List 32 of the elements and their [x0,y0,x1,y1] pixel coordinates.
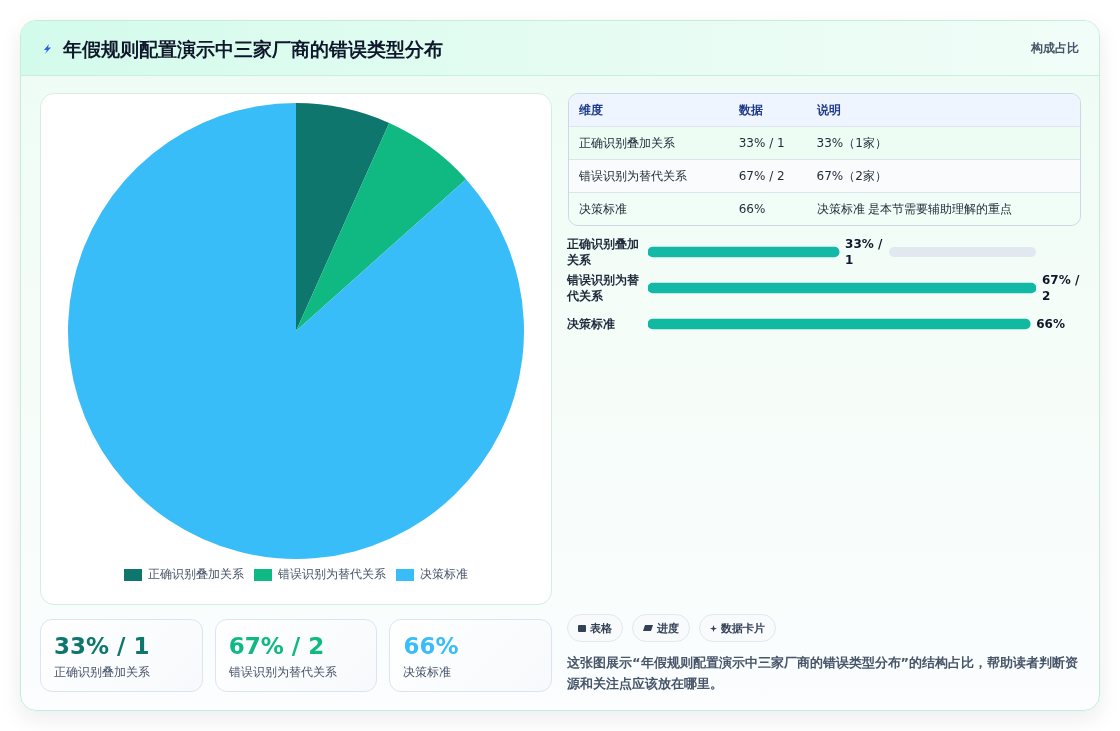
text: 决策标准 是本节需要辅助理解的重点 [815,200,1014,218]
category-label: 进度 [657,620,679,636]
text: 决策标准 [403,664,452,680]
text: 正确识别叠加关系 [54,664,150,680]
legend-label: 正确识别叠加关系 [148,567,244,582]
legend-label: 错误识别为替代关系 [277,567,386,582]
category-label: 数据卡片 [721,620,765,636]
text: 错误识别为替代关系 [578,167,688,185]
text: 67%（2家） [815,167,888,185]
text: 33% / 1 [54,632,150,660]
text: 维度 [578,101,604,119]
text: 错误识别为替代关系 [228,664,337,680]
category-label: 表格 [590,620,612,636]
data-label: 66% [1036,316,1066,333]
y-tick-label: 错误识别为替代关系 [567,272,640,305]
text: 33%（1家） [815,134,888,152]
text: 66% [737,201,767,218]
text: 67% / 2 [737,168,786,185]
data-label: 33% / 1 [845,236,884,269]
legend-label: 决策标准 [420,567,468,582]
text: 构成占比 [1031,40,1079,56]
text: 正确识别叠加关系 [578,134,676,152]
text: 数据 [737,101,764,119]
y-tick-label: 正确识别叠加关系 [567,236,640,269]
text: 说明 [815,101,842,119]
text: 年假规则配置演示中三家厂商的错误类型分布 [63,37,443,61]
text: 这张图展示“年假规则配置演示中三家厂商的错误类型分布”的结构占比，帮助读者判断资源和关注点应该放在哪里。 [567,654,1080,693]
text: 66% [403,632,459,660]
text: 33% / 1 [737,135,786,152]
text: 67% / 2 [228,632,325,660]
data-label: 67% / 2 [1042,272,1081,305]
y-tick-label: 决策标准 [567,316,616,333]
